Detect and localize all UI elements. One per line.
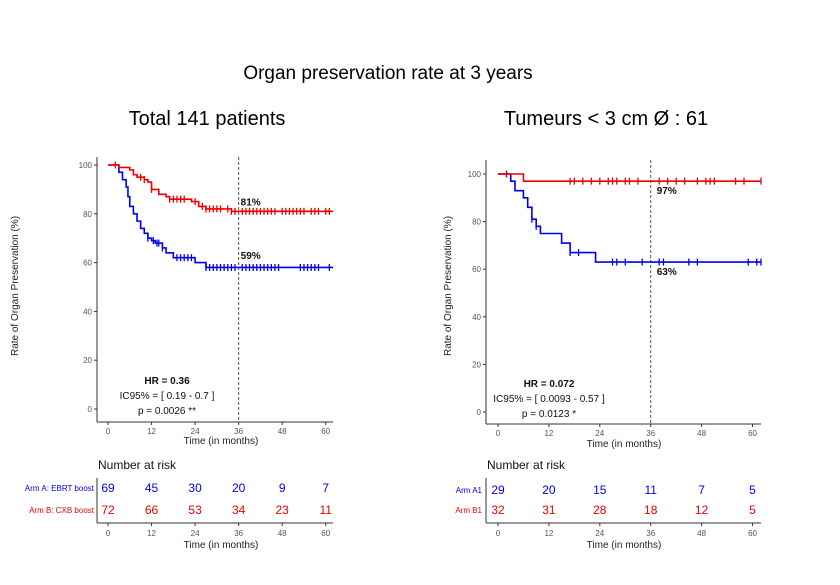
risk-x-tick-label: 60 bbox=[321, 529, 330, 538]
km-curve-series-1 bbox=[108, 164, 333, 213]
risk-count: 53 bbox=[188, 503, 202, 517]
x-tick-label: 48 bbox=[697, 429, 706, 438]
risk-count: 34 bbox=[232, 503, 246, 517]
risk-arm-label: Arm A1 bbox=[456, 486, 483, 495]
risk-count: 11 bbox=[644, 483, 657, 497]
y-axis-label-small-tumors: Rate of Organ Preservation (%) bbox=[443, 216, 454, 356]
risk-count: 7 bbox=[322, 481, 329, 495]
x-tick-label: 0 bbox=[106, 427, 111, 436]
risk-count: 5 bbox=[749, 503, 756, 517]
risk-x-tick-label: 36 bbox=[234, 529, 243, 538]
annotation-label: 97% bbox=[657, 186, 677, 197]
y-tick-label: 60 bbox=[83, 259, 92, 268]
y-tick-label: 60 bbox=[472, 265, 481, 274]
y-axis-label-total: Rate of Organ Preservation (%) bbox=[10, 216, 21, 356]
y-tick-label: 20 bbox=[472, 360, 481, 369]
risk-count: 11 bbox=[320, 503, 333, 517]
y-tick-label: 100 bbox=[79, 161, 93, 170]
risk-x-tick-label: 0 bbox=[496, 529, 501, 538]
risk-count: 18 bbox=[644, 503, 658, 517]
risk-x-label-total: Time (in months) bbox=[184, 540, 259, 551]
y-tick-label: 0 bbox=[88, 405, 93, 414]
risk-count: 31 bbox=[542, 503, 556, 517]
risk-count: 20 bbox=[232, 481, 246, 495]
risk-count: 5 bbox=[749, 483, 756, 497]
risk-arm-label: Arm B1 bbox=[455, 506, 482, 515]
risk-x-tick-label: 24 bbox=[595, 529, 604, 538]
x-tick-label: 12 bbox=[147, 427, 156, 436]
risk-count: 23 bbox=[276, 503, 290, 517]
hr-text-small-tumors: HR = 0.072 bbox=[524, 379, 575, 390]
x-axis-label-total: Time (in months) bbox=[184, 436, 259, 447]
risk-count: 15 bbox=[593, 483, 607, 497]
x-tick-label: 60 bbox=[748, 429, 757, 438]
annotation-label: 59% bbox=[241, 251, 261, 262]
hr-text-total: HR = 0.36 bbox=[144, 376, 190, 387]
panel-title-small-tumors: Tumeurs < 3 cm Ø : 61 bbox=[504, 108, 708, 130]
ci-text-small-tumors: IC95% = [ 0.0093 - 0.57 ] bbox=[493, 394, 605, 405]
y-tick-label: 80 bbox=[83, 210, 92, 219]
plot-area-small-tumors: 0 20 40 60 80 100 0 12 24 36 48 60 97% 63% bbox=[468, 160, 762, 438]
y-tick-label: 0 bbox=[477, 408, 482, 417]
x-tick-label: 60 bbox=[321, 427, 330, 436]
x-tick-label: 24 bbox=[595, 429, 604, 438]
x-tick-label: 24 bbox=[191, 427, 200, 436]
x-tick-label: 48 bbox=[278, 427, 287, 436]
risk-x-tick-label: 0 bbox=[106, 529, 111, 538]
p-text-total: p = 0.0026 ** bbox=[138, 406, 196, 417]
risk-count: 69 bbox=[101, 481, 115, 495]
risk-count: 7 bbox=[698, 483, 705, 497]
risk-count: 28 bbox=[593, 503, 607, 517]
km-curve-series-1 bbox=[498, 173, 761, 182]
risk-count: 45 bbox=[145, 481, 159, 495]
risk-title-total: Number at risk bbox=[98, 458, 177, 472]
risk-arm-label: Arm B: CXB boost bbox=[29, 506, 95, 515]
y-tick-label: 80 bbox=[472, 218, 481, 227]
risk-count: 29 bbox=[491, 483, 505, 497]
x-axis-label-small-tumors: Time (in months) bbox=[587, 439, 662, 450]
x-tick-label: 12 bbox=[544, 429, 553, 438]
y-tick-label: 40 bbox=[472, 313, 481, 322]
risk-count: 32 bbox=[491, 503, 505, 517]
y-tick-label: 20 bbox=[83, 356, 92, 365]
km-curve-series-0 bbox=[108, 164, 333, 269]
annotation-label: 63% bbox=[657, 267, 677, 278]
y-tick-label: 40 bbox=[83, 307, 92, 316]
risk-x-tick-label: 60 bbox=[748, 529, 757, 538]
risk-count: 72 bbox=[101, 503, 115, 517]
y-tick-label: 100 bbox=[468, 170, 482, 179]
risk-arm-label: Arm A: EBRT boost bbox=[25, 484, 95, 493]
risk-x-tick-label: 12 bbox=[544, 529, 553, 538]
x-tick-label: 36 bbox=[234, 427, 243, 436]
panel-total: Total 141 patients Rate of Organ Preserv… bbox=[10, 108, 333, 551]
x-tick-label: 36 bbox=[646, 429, 655, 438]
risk-count: 9 bbox=[279, 481, 286, 495]
risk-x-tick-label: 48 bbox=[278, 529, 287, 538]
annotation-label: 81% bbox=[241, 197, 261, 208]
figure-title: Organ preservation rate at 3 years bbox=[243, 63, 532, 84]
panel-small-tumors: Tumeurs < 3 cm Ø : 61 Rate of Organ Pres… bbox=[443, 108, 762, 551]
p-text-small-tumors: p = 0.0123 * bbox=[522, 409, 576, 420]
panel-title-total: Total 141 patients bbox=[129, 108, 286, 130]
risk-x-tick-label: 12 bbox=[147, 529, 156, 538]
risk-count: 30 bbox=[188, 481, 202, 495]
km-curve-series-0 bbox=[498, 173, 761, 263]
risk-x-label-small-tumors: Time (in months) bbox=[587, 540, 662, 551]
x-tick-label: 0 bbox=[496, 429, 501, 438]
risk-count: 20 bbox=[542, 483, 556, 497]
risk-table-total: 0 12 24 36 48 60 Arm A: EBRT boost 69 45 30 20 9 7 Ar… bbox=[25, 478, 333, 538]
risk-x-tick-label: 36 bbox=[646, 529, 655, 538]
risk-table-small-tumors: 0 12 24 36 48 60 Arm A1 29 20 15 11 7 5 Arm B1 32 31 28 1… bbox=[455, 478, 761, 538]
risk-count: 12 bbox=[695, 503, 709, 517]
risk-x-tick-label: 24 bbox=[191, 529, 200, 538]
ci-text-total: IC95% = [ 0.19 - 0.7 ] bbox=[120, 391, 215, 402]
risk-title-small-tumors: Number at risk bbox=[487, 458, 566, 472]
risk-count: 66 bbox=[145, 503, 159, 517]
plot-area-total: 0 20 40 60 80 100 0 12 24 36 48 60 81% 59% bbox=[79, 157, 333, 436]
risk-x-tick-label: 48 bbox=[697, 529, 706, 538]
